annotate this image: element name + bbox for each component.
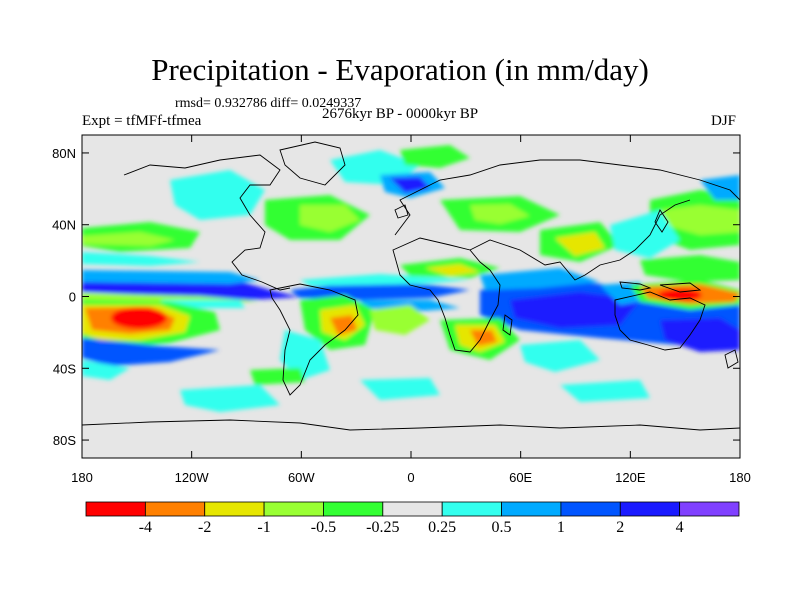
coast-australia (614, 291, 706, 351)
colorbar-label: -0.5 (310, 519, 337, 536)
patch-south-america-orange (330, 315, 357, 335)
patch-west-pacific-south-deep (660, 318, 740, 352)
patch-southern-africa-orange (470, 330, 497, 346)
x-tick-label: 60E (509, 470, 532, 485)
x-tick-label: 0 (407, 470, 414, 485)
patch-east-asia-cyan (610, 210, 680, 258)
patch-southern-ocean-green (250, 368, 305, 385)
patch-sahel-yellow (425, 264, 480, 276)
patch-south-pacific-blue (82, 338, 220, 366)
colorbar-swatch-8 (560, 501, 621, 517)
patch-north-america-cyan (170, 170, 265, 220)
colorbar-swatch-0 (85, 501, 146, 517)
patch-atlantic-itcz-north (300, 274, 470, 286)
patch-south-asia-yellow (555, 232, 605, 256)
coast-greenland (279, 141, 346, 186)
patch-south-indian-cyan (520, 340, 600, 372)
patch-indian-ocean-deep (510, 292, 640, 328)
coast-antarctica (82, 419, 740, 431)
coast-japan (654, 209, 669, 233)
chart-title: Precipitation - Evaporation (in mm/day) (151, 52, 649, 87)
coast-british-isles (394, 204, 409, 219)
patch-south-pacific-cyan (82, 360, 130, 380)
patch-eurasia-light (470, 204, 530, 224)
colorbar-label: -4 (138, 519, 153, 536)
y-tick-label: 0 (69, 290, 76, 305)
coastlines (82, 141, 740, 431)
coast-eurasia-north (394, 159, 740, 236)
patch-spcz-red (111, 307, 167, 329)
coast-north-america (123, 154, 291, 291)
x-tick-label: 180 (729, 470, 751, 485)
y-tick-label: 80N (52, 146, 76, 161)
y-tick-label: 80S (53, 433, 76, 448)
colorbar-swatch-6 (441, 501, 502, 517)
colorbar-swatch-10 (679, 501, 740, 517)
patch-southeast-pacific-cyan (280, 330, 330, 380)
colorbar-label: -1 (257, 519, 271, 536)
colorbar-swatch-5 (382, 501, 443, 517)
coast-madagascar (502, 314, 513, 336)
patch-south-atlantic-light (370, 305, 430, 335)
x-axis: 180 120W 60W 0 60E 120E 180 (71, 135, 751, 485)
patch-pacific-itcz-edge (82, 270, 260, 284)
colorbar-label: 0.5 (491, 519, 512, 536)
y-axis: 80N 40N 0 40S 80S (52, 146, 740, 448)
colorbar-swatch-7 (501, 501, 562, 517)
patch-southern-ocean-cyan-2 (360, 378, 440, 400)
coast-eurasia-south (469, 199, 691, 281)
colorbar-swatch-3 (263, 501, 324, 517)
colorbar (85, 501, 740, 517)
patch-west-pacific-north-green (640, 255, 740, 282)
colorbar-label: -0.25 (366, 519, 400, 536)
coast-indonesia (619, 281, 652, 291)
coast-new-zealand (724, 349, 739, 369)
patch-southern-ocean-cyan-1 (180, 385, 280, 412)
colorbar-swatch-1 (144, 501, 206, 517)
stats-text: rmsd= 0.932786 diff= 0.0249337 (175, 96, 362, 111)
coast-new-guinea (659, 282, 702, 293)
field-patches (82, 145, 740, 412)
colorbar-swatch-2 (204, 501, 265, 517)
colorbar-swatch-9 (619, 501, 681, 517)
colorbar-label: 2 (616, 519, 625, 536)
y-tick-label: 40N (52, 218, 76, 233)
y-tick-label: 40S (53, 361, 76, 376)
experiment-label: Expt = tfMFf-tfmea (82, 113, 202, 129)
period-label: 2676kyr BP - 0000kyr BP (322, 106, 479, 122)
patch-atlantic-itcz (290, 282, 470, 300)
patch-nw-pacific-light (660, 205, 740, 235)
colorbar-label: -2 (198, 519, 212, 536)
colorbar-label: 0.25 (428, 519, 457, 536)
x-tick-label: 120E (615, 470, 646, 485)
patch-nordic-green (400, 145, 470, 168)
colorbar-swatch-4 (323, 501, 384, 517)
x-tick-label: 120W (175, 470, 210, 485)
x-tick-label: 180 (71, 470, 93, 485)
x-tick-label: 60W (288, 470, 315, 485)
patch-southern-ocean-cyan-3 (560, 380, 650, 402)
season-label: DJF (711, 113, 737, 129)
patch-north-atlantic-light (300, 205, 360, 232)
patch-bering-blue (700, 175, 740, 200)
patch-north-atlantic-deep (390, 177, 430, 193)
map-plot-area: 80N 40N 0 40S 80S 180 120W 60W 0 60E 120E 180 (52, 134, 751, 485)
colorbar-label: 1 (556, 519, 565, 536)
patch-north-pacific-light (82, 232, 175, 246)
colorbar-label: 4 (675, 519, 684, 536)
coast-south-america (269, 283, 359, 396)
patch-north-pacific-cyan (82, 252, 200, 266)
